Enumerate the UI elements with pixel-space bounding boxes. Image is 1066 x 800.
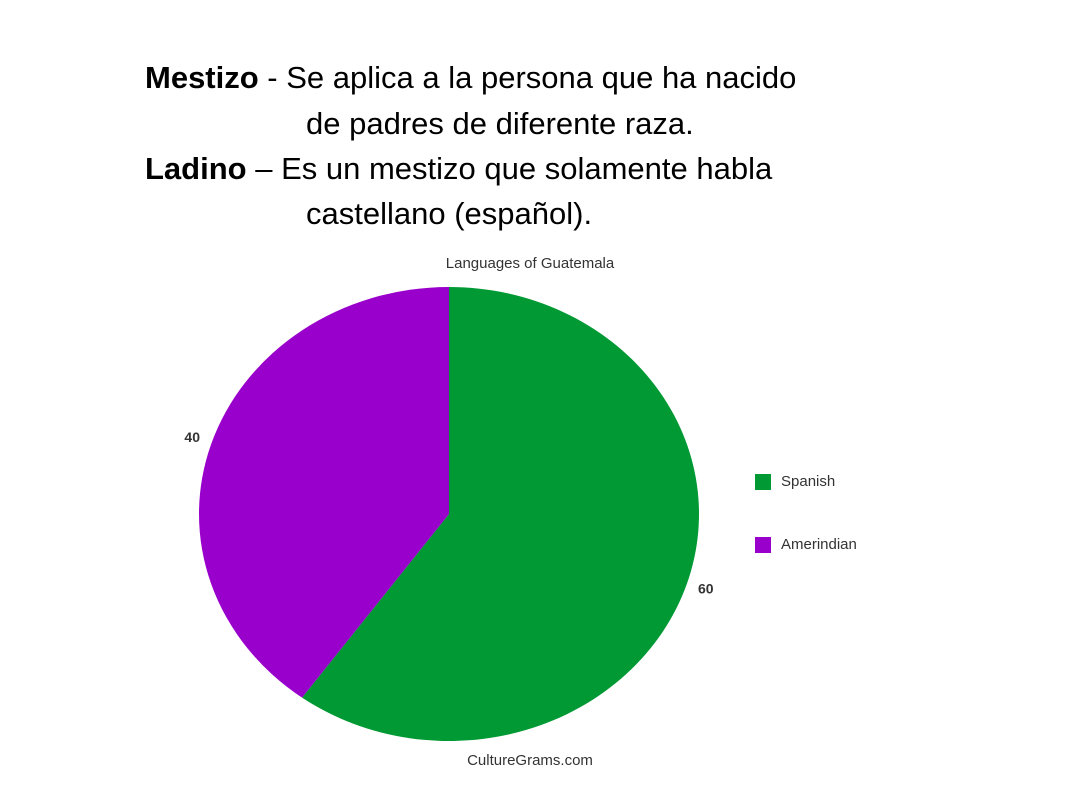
text-line: Ladino – Es un mestizo que solamente hab… xyxy=(145,151,772,187)
pie-slice xyxy=(302,287,699,742)
text-line: castellano (español). xyxy=(306,196,593,231)
text-line: Mestizo - Se aplica a la persona que ha … xyxy=(145,60,796,96)
term: Ladino xyxy=(145,151,247,186)
value-label: 40 xyxy=(184,429,200,445)
value-label: 60 xyxy=(698,580,714,596)
legend-swatch xyxy=(755,537,771,553)
chart-source: CultureGrams.com xyxy=(467,752,593,769)
text-line: de padres de diferente raza. xyxy=(306,106,694,141)
legend-label: Spanish xyxy=(781,473,835,490)
legend-label: Amerindian xyxy=(781,536,857,553)
term: Mestizo xyxy=(145,60,259,95)
legend-swatch xyxy=(755,474,771,490)
pie-slice xyxy=(199,287,449,698)
definition: – Es un mestizo que solamente habla xyxy=(246,151,773,186)
definition: - Se aplica a la persona que ha nacido xyxy=(258,60,797,95)
chart-title: Languages of Guatemala xyxy=(446,255,615,272)
